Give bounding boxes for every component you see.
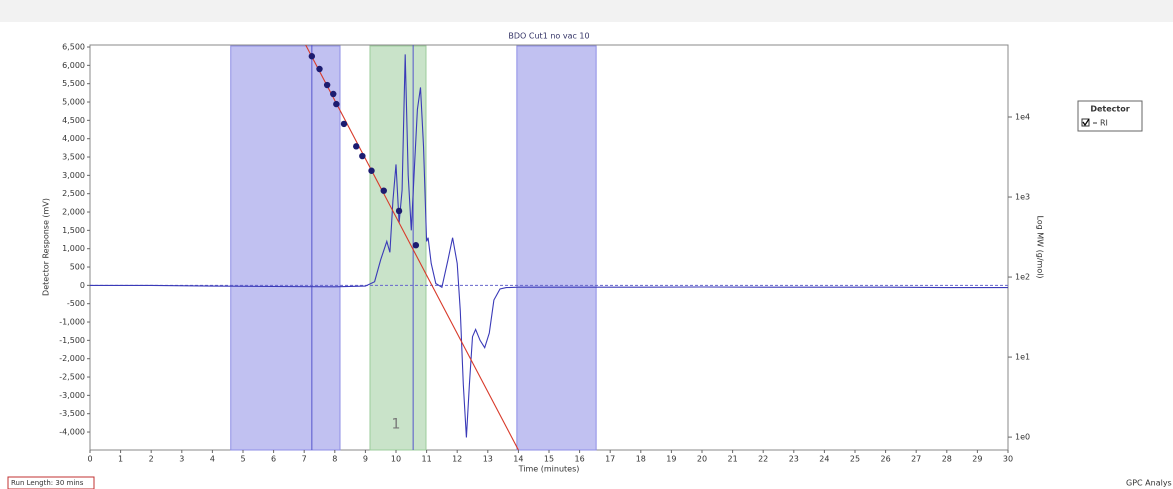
- calibration-point: [333, 100, 340, 108]
- y-tick-label: 4,500: [62, 116, 85, 125]
- y-axis-label: Detector Response (mV): [42, 198, 51, 296]
- y-tick-label: 500: [70, 263, 85, 272]
- x-tick-label: 0: [87, 455, 92, 464]
- x-tick-label: 8: [332, 455, 337, 464]
- y-tick-label: -3,000: [59, 391, 85, 400]
- x-tick-label: 15: [544, 455, 554, 464]
- run-length-box: [7, 476, 95, 489]
- y-tick-label: -1,500: [59, 336, 85, 345]
- y-tick-label: 6,000: [62, 61, 85, 70]
- legend-checkbox[interactable]: [1081, 118, 1090, 127]
- x-tick-label: 2: [149, 455, 154, 464]
- y2-axis-label: Log MW (g/mol): [1036, 215, 1045, 278]
- legend-title: Detector: [1090, 105, 1129, 114]
- x-tick-label: 22: [758, 455, 768, 464]
- x-tick-label: 25: [850, 455, 860, 464]
- y2-tick-label: 1e0: [1015, 433, 1030, 442]
- y-tick-label: 4,000: [62, 134, 85, 143]
- y-tick-label: -2,000: [59, 354, 85, 363]
- x-tick-label: 29: [972, 455, 982, 464]
- y-tick-label: 3,000: [62, 171, 85, 180]
- region: [516, 45, 597, 451]
- calibration-point: [308, 53, 316, 60]
- x-tick-label: 19: [666, 455, 676, 464]
- y2-tick-label: 1e1: [1015, 353, 1030, 362]
- peak-label: 1: [392, 417, 401, 433]
- x-tick-label: 23: [789, 455, 799, 464]
- y-tick-label: 1,000: [62, 244, 85, 253]
- calibration-point: [330, 90, 337, 98]
- x-tick-label: 16: [575, 455, 585, 464]
- y-tick-label: -4,000: [59, 428, 85, 437]
- y-tick-label: 5,000: [62, 98, 85, 107]
- y-tick-label: 2,500: [62, 189, 85, 198]
- y-tick-label: -1,000: [59, 318, 85, 327]
- x-tick-label: 4: [210, 455, 215, 464]
- x-tick-label: 11: [422, 455, 432, 464]
- y-tick-label: 1,500: [62, 226, 85, 235]
- x-tick-label: 7: [302, 455, 307, 464]
- y-tick-label: 5,500: [62, 79, 85, 88]
- calibration-point: [368, 167, 375, 174]
- x-tick-label: 12: [452, 455, 462, 464]
- x-tick-label: 1: [118, 455, 123, 464]
- y-tick-label: -2,500: [59, 373, 85, 382]
- x-tick-label: 10: [391, 455, 401, 464]
- calibration-line: [305, 45, 519, 450]
- top-strip: [0, 0, 1173, 22]
- calibration-point: [340, 120, 348, 128]
- x-tick-label: 27: [911, 455, 921, 464]
- chart-title: BDO Cut1 no vac 10: [508, 32, 589, 41]
- x-tick-label: 20: [697, 455, 707, 464]
- calibration-point: [323, 81, 331, 89]
- y-tick-label: 3,500: [62, 153, 85, 162]
- calibration-point: [412, 242, 420, 249]
- x-tick-label: 18: [636, 455, 646, 464]
- calibration-point: [380, 187, 387, 194]
- y2-tick-label: 1e3: [1015, 193, 1030, 202]
- x-tick-label: 28: [942, 455, 952, 464]
- x-tick-label: 5: [240, 455, 245, 464]
- y-tick-label: -3,500: [59, 409, 85, 418]
- calibration-point: [353, 143, 360, 150]
- y-tick-label: 0: [80, 281, 85, 290]
- x-tick-label: 14: [513, 455, 523, 464]
- x-tick-label: 30: [1003, 455, 1013, 464]
- x-tick-label: 17: [605, 455, 615, 464]
- x-tick-label: 9: [363, 455, 368, 464]
- region: [230, 45, 341, 451]
- y2-tick-label: 1e2: [1015, 273, 1030, 282]
- legend: Detector RI: [1077, 100, 1143, 132]
- footer-text: GPC Analys: [1126, 479, 1172, 488]
- x-tick-label: 13: [483, 455, 493, 464]
- x-tick-label: 24: [819, 455, 829, 464]
- signal-line: [90, 54, 1008, 438]
- x-tick-label: 6: [271, 455, 276, 464]
- calibration-point: [359, 152, 366, 160]
- run-length: Run Length: 30 mins: [11, 479, 84, 487]
- x-tick-label: 26: [881, 455, 891, 464]
- y-tick-label: 6,500: [62, 43, 85, 52]
- y-tick-label: 2,000: [62, 208, 85, 217]
- checkmark: [1082, 118, 1090, 127]
- x-tick-label: 21: [728, 455, 738, 464]
- x-tick-label: 3: [179, 455, 184, 464]
- x-axis-label: Time (minutes): [518, 465, 580, 474]
- calibration-point: [395, 207, 403, 215]
- y-tick-label: -500: [67, 299, 85, 308]
- calibration-point: [316, 65, 323, 73]
- legend-entry: RI: [1100, 119, 1108, 128]
- y2-tick-label: 1e4: [1015, 113, 1030, 122]
